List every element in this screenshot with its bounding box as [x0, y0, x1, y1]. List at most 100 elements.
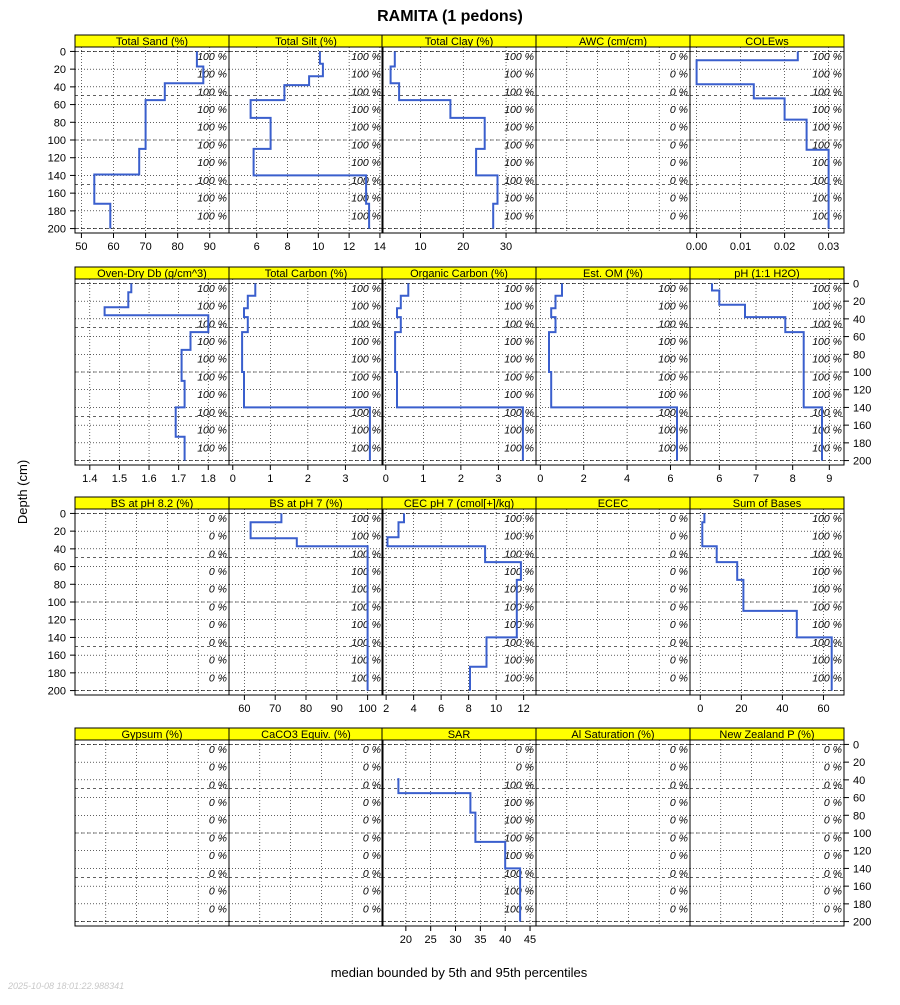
pct-label: 100 % — [504, 655, 534, 667]
pct-label: 100 % — [812, 354, 842, 366]
pct-label: 100 % — [351, 301, 381, 313]
x-tick-label: 70 — [139, 241, 151, 253]
panel-15: Gypsum (%) 0 % 0 % 0 % 0 % 0 % 0 % 0 % 0 % 0 % 0 % — [74, 727, 230, 927]
x-tick-label: 3 — [342, 473, 348, 485]
y-tick-label: 100 — [853, 828, 871, 840]
panel-title: Oven-Dry Db (g/cm^3) — [97, 268, 207, 280]
pct-label: 0 % — [209, 903, 227, 915]
pct-label: 0 % — [670, 86, 688, 98]
pct-label: 0 % — [670, 157, 688, 169]
panel-2: Total Clay (%) 100 % 100 % 100 % 100 % 100 % 1… — [381, 34, 537, 253]
pct-label: 100 % — [658, 425, 688, 437]
y-tick-label: 160 — [48, 650, 66, 662]
pct-label: 0 % — [824, 797, 842, 809]
pct-label: 100 % — [812, 193, 842, 205]
y-tick-label: 120 — [853, 846, 871, 858]
pct-label: 0 % — [363, 797, 381, 809]
panel-frame — [228, 739, 384, 927]
panel-8: Est. OM (%) 100 % 100 % 100 % 100 % 100 % 100 … — [535, 266, 691, 485]
pct-label: 100 % — [658, 371, 688, 383]
x-tick-label: 10 — [312, 241, 324, 253]
x-tick-label: 0 — [697, 703, 703, 715]
y-axis-label: Depth (cm) — [15, 460, 30, 524]
pct-label: 100 % — [351, 655, 381, 667]
pct-label: 100 % — [504, 354, 534, 366]
panel-title: BS at pH 7 (%) — [269, 498, 342, 510]
pct-label: 0 % — [363, 779, 381, 791]
panel-title: Sum of Bases — [733, 498, 802, 510]
pct-label: 0 % — [670, 175, 688, 187]
x-tick-label: 45 — [524, 934, 536, 946]
y-tick-label: 160 — [48, 188, 66, 200]
pct-label: 0 % — [670, 672, 688, 684]
y-tick-label: 60 — [54, 562, 66, 574]
pct-label: 100 % — [812, 601, 842, 613]
pct-label: 100 % — [504, 283, 534, 295]
pct-label: 100 % — [197, 175, 227, 187]
pct-label: 100 % — [351, 51, 381, 63]
panel-title: SAR — [448, 729, 471, 741]
pct-label: 100 % — [812, 442, 842, 454]
pct-label: 100 % — [812, 584, 842, 596]
panel-10: BS at pH 8.2 (%) 0 % 0 % 0 % 0 % 0 % 0 % 0 % 0 %… — [74, 496, 230, 696]
pct-label: 0 % — [670, 655, 688, 667]
x-tick-label: 35 — [474, 934, 486, 946]
pct-label: 100 % — [504, 637, 534, 649]
pct-label: 0 % — [670, 104, 688, 116]
pct-label: 100 % — [658, 354, 688, 366]
y-tick-label: 20 — [54, 526, 66, 538]
pct-label: 0 % — [670, 548, 688, 560]
pct-label: 100 % — [504, 371, 534, 383]
pct-label: 100 % — [504, 850, 534, 862]
pct-label: 0 % — [670, 815, 688, 827]
panel-7: Organic Carbon (%)100 %100 %100 %100 %10… — [381, 266, 537, 485]
x-tick-label: 2 — [458, 473, 464, 485]
pct-label: 0 % — [824, 744, 842, 756]
x-tick-label: 90 — [331, 703, 343, 715]
pct-label: 100 % — [197, 371, 227, 383]
y-tick-label: 0 — [853, 739, 859, 751]
panel-title: pH (1:1 H2O) — [734, 268, 799, 280]
pct-label: 0 % — [824, 850, 842, 862]
pct-label: 100 % — [812, 531, 842, 543]
y-tick-label: 200 — [48, 224, 66, 236]
panel-11: BS at pH 7 (%) 100 % 100 % 100 % 100 % 100 % 1… — [228, 496, 384, 715]
series-line — [386, 513, 522, 691]
panel-16: CaCO3 Equiv. (%) 0 % 0 % 0 % 0 % 0 % 0 % 0 % 0 %… — [228, 727, 384, 927]
pct-label: 0 % — [209, 601, 227, 613]
pct-label: 100 % — [197, 354, 227, 366]
pct-label: 0 % — [824, 762, 842, 774]
pct-label: 100 % — [351, 104, 381, 116]
y-tick-label: 0 — [60, 508, 66, 520]
pct-label: 0 % — [209, 619, 227, 631]
pct-label: 0 % — [363, 868, 381, 880]
x-tick-label: 9 — [826, 473, 832, 485]
panel-5: Oven-Dry Db (g/cm^3) 100 % 100 % 100 % 100 %… — [74, 266, 230, 485]
x-tick-label: 25 — [425, 934, 437, 946]
pct-label: 100 % — [351, 389, 381, 401]
pct-label: 0 % — [824, 903, 842, 915]
pct-label: 0 % — [209, 513, 227, 525]
pct-label: 100 % — [351, 548, 381, 560]
pct-label: 0 % — [670, 513, 688, 525]
pct-label: 100 % — [351, 210, 381, 222]
pct-label: 0 % — [670, 762, 688, 774]
x-tick-label: 1.8 — [201, 473, 216, 485]
pct-label: 0 % — [670, 139, 688, 151]
pct-label: 100 % — [812, 619, 842, 631]
y-tick-label: 120 — [48, 153, 66, 165]
pct-label: 0 % — [670, 797, 688, 809]
pct-label: 100 % — [504, 797, 534, 809]
pct-label: 100 % — [812, 283, 842, 295]
pct-label: 100 % — [351, 425, 381, 437]
footer-timestamp: 2025-10-08 18:01:22.988341 — [7, 981, 124, 991]
panel-frame — [535, 508, 691, 696]
pct-label: 100 % — [504, 193, 534, 205]
x-tick-label: 0.00 — [686, 241, 707, 253]
x-tick-label: 0 — [537, 473, 543, 485]
panel-title: Organic Carbon (%) — [410, 268, 508, 280]
y-tick-label: 40 — [54, 82, 66, 94]
pct-label: 0 % — [209, 886, 227, 898]
y-tick-label: 140 — [853, 402, 871, 414]
panel-frame — [689, 508, 845, 696]
